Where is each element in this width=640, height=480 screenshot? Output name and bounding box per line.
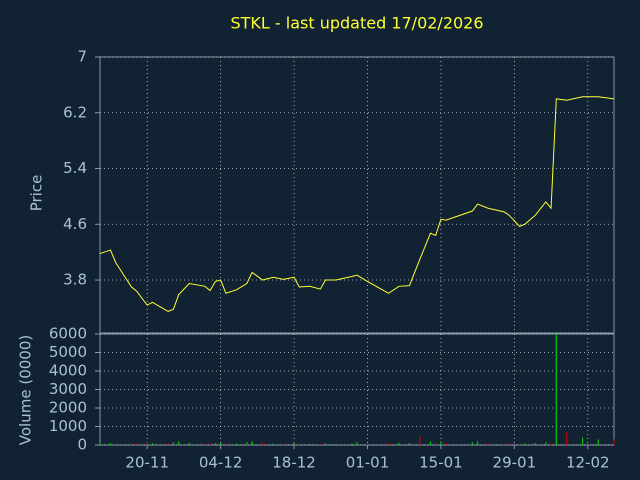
volume-bar bbox=[335, 444, 337, 445]
x-tick-label: 29-01 bbox=[493, 454, 537, 472]
volume-bar bbox=[298, 443, 300, 445]
volume-bar bbox=[136, 443, 138, 445]
volume-bar bbox=[167, 443, 169, 445]
volume-bar bbox=[214, 443, 216, 445]
volume-bar bbox=[581, 437, 584, 445]
volume-bar bbox=[508, 443, 510, 445]
x-tick-label: 18-12 bbox=[272, 454, 316, 472]
price-line bbox=[99, 96, 615, 312]
x-tick-label: 01-01 bbox=[346, 454, 390, 472]
y-tick-label: 4000 bbox=[49, 362, 87, 380]
x-tick-label: 15-01 bbox=[419, 454, 463, 472]
volume-bar bbox=[419, 435, 421, 445]
volume-bar bbox=[204, 443, 206, 445]
volume-bar bbox=[613, 439, 615, 445]
volume-bar bbox=[251, 441, 253, 445]
volume-bar bbox=[387, 443, 390, 445]
volume-bar bbox=[246, 442, 248, 445]
volume-bar bbox=[293, 443, 295, 445]
volume-bar bbox=[408, 443, 411, 445]
volume-bar bbox=[440, 441, 442, 445]
y-tick-label: 2000 bbox=[49, 399, 87, 417]
volume-bar bbox=[477, 441, 479, 445]
volume-bar bbox=[555, 334, 557, 445]
y-axis-label: Price bbox=[28, 175, 46, 212]
volume-bar bbox=[151, 443, 154, 445]
y-axis-label: Volume (0000) bbox=[17, 335, 35, 445]
volume-bar bbox=[225, 443, 227, 445]
volume-bar bbox=[524, 443, 526, 445]
y-tick-label: 1000 bbox=[49, 417, 87, 435]
volume-bar bbox=[550, 443, 552, 445]
volume-bar bbox=[429, 441, 432, 445]
volume-bar bbox=[471, 442, 473, 445]
volume-bar bbox=[518, 443, 521, 445]
volume-bar bbox=[115, 443, 117, 445]
volume-bar bbox=[130, 442, 133, 445]
volume-bar bbox=[435, 442, 437, 445]
volume-bar bbox=[566, 432, 568, 445]
volume-bar bbox=[146, 442, 148, 445]
volume-bar bbox=[445, 443, 447, 445]
volume-bar bbox=[366, 443, 369, 445]
y-tick-label: 5.4 bbox=[63, 159, 87, 177]
volume-bar bbox=[272, 443, 274, 445]
volume-bar bbox=[188, 442, 190, 445]
y-tick-label: 3.8 bbox=[63, 271, 87, 289]
y-tick-label: 0 bbox=[77, 436, 87, 454]
volume-bar bbox=[534, 443, 536, 445]
volume-bar bbox=[319, 443, 321, 445]
y-tick-label: 4.6 bbox=[63, 215, 87, 233]
volume-bar bbox=[178, 441, 180, 445]
volume-bar bbox=[356, 442, 358, 445]
volume-bar bbox=[235, 443, 237, 445]
y-tick-label: 3000 bbox=[49, 380, 87, 398]
y-tick-label: 5000 bbox=[49, 343, 87, 361]
x-tick-label: 20-11 bbox=[125, 454, 169, 472]
volume-bar bbox=[209, 443, 211, 445]
volume-bar bbox=[220, 443, 222, 445]
y-tick-label: 7 bbox=[77, 48, 87, 66]
volume-bar bbox=[282, 443, 285, 445]
volume-bar bbox=[172, 442, 175, 445]
volume-bar bbox=[99, 442, 101, 445]
volume-bar bbox=[597, 439, 599, 445]
chart-title: STKL - last updated 17/02/2026 bbox=[230, 14, 483, 33]
volume-bar bbox=[487, 443, 489, 445]
volume-bar bbox=[324, 443, 327, 445]
volume-bar bbox=[109, 443, 112, 445]
y-tick-label: 6.2 bbox=[63, 103, 87, 121]
volume-bar bbox=[261, 442, 264, 445]
volume-bar bbox=[309, 443, 311, 445]
volume-bar bbox=[398, 442, 400, 445]
y-tick-label: 6000 bbox=[49, 325, 87, 343]
x-tick-label: 12-02 bbox=[566, 454, 610, 472]
volume-bar bbox=[545, 442, 547, 445]
volume-bar bbox=[351, 443, 353, 445]
x-tick-label: 04-12 bbox=[199, 454, 243, 472]
volume-bar bbox=[503, 443, 505, 445]
